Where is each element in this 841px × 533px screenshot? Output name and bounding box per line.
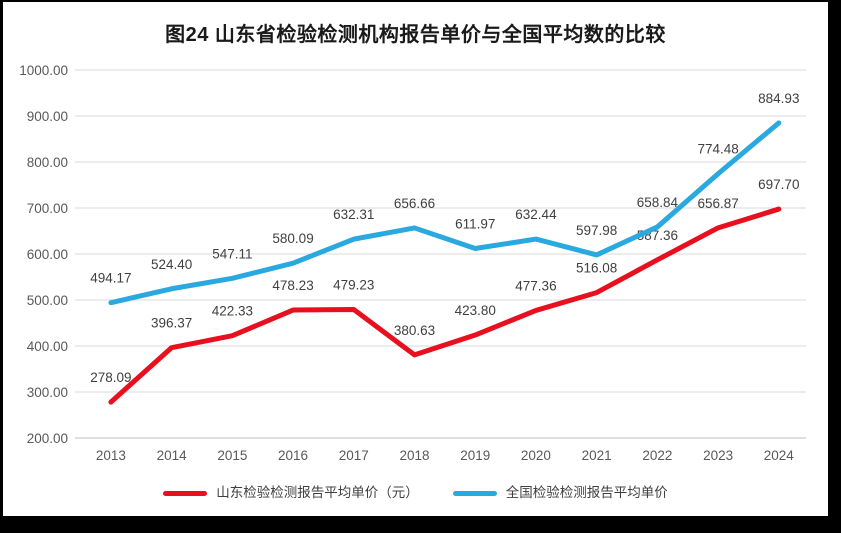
data-label: 494.17: [90, 271, 131, 286]
national-series-swatch: [452, 490, 497, 496]
legend-item-national: 全国检验检测报告平均单价: [452, 483, 668, 503]
x-axis-tick-label: 2013: [96, 448, 126, 463]
data-label: 477.36: [515, 278, 556, 293]
national-series-line: [108, 120, 782, 306]
y-axis-tick-label: 800.00: [27, 155, 68, 170]
x-axis-tick-label: 2016: [278, 448, 308, 463]
x-axis-tick-label: 2019: [460, 448, 490, 463]
data-label: 611.97: [455, 216, 495, 231]
data-label: 697.70: [758, 177, 799, 192]
data-label: 380.63: [394, 323, 435, 338]
shandong-series-line: [108, 206, 782, 405]
legend-item-shandong: 山东检验检测报告平均单价（元）: [163, 483, 419, 503]
data-label: 632.31: [333, 207, 374, 222]
data-label: 597.98: [576, 223, 617, 238]
data-label: 516.08: [576, 261, 617, 276]
data-label: 774.48: [697, 142, 738, 157]
x-axis-tick-label: 2020: [521, 448, 551, 463]
data-label: 580.09: [272, 231, 313, 246]
data-label: 423.80: [455, 303, 496, 318]
y-axis-tick-label: 700.00: [27, 201, 68, 216]
y-axis-tick-label: 600.00: [27, 247, 68, 262]
x-axis-tick-label: 2023: [703, 448, 733, 463]
data-label: 656.66: [394, 196, 435, 211]
y-axis-tick-label: 400.00: [27, 339, 68, 354]
x-axis-tick-label: 2022: [642, 448, 672, 463]
data-label: 884.93: [758, 91, 799, 106]
y-axis-tick-label: 500.00: [27, 293, 68, 308]
data-label: 396.37: [151, 316, 192, 331]
x-axis-tick-label: 2021: [582, 448, 612, 463]
x-axis-tick-label: 2017: [339, 448, 369, 463]
legend-label-shandong: 山东检验检测报告平均单价（元）: [216, 485, 419, 500]
x-axis-tick-label: 2015: [217, 448, 247, 463]
data-label: 478.23: [272, 278, 313, 293]
y-axis-tick-label: 200.00: [27, 431, 68, 446]
data-label: 658.84: [637, 195, 679, 210]
legend: 山东检验检测报告平均单价（元） 全国检验检测报告平均单价: [3, 483, 828, 503]
y-axis-tick-label: 900.00: [27, 109, 68, 124]
y-axis-tick-label: 1000.00: [19, 63, 68, 78]
data-label: 524.40: [151, 257, 192, 272]
data-label: 547.11: [212, 246, 252, 261]
chart-title: 图24 山东省检验检测机构报告单价与全国平均数的比较: [165, 24, 666, 46]
data-label: 479.23: [333, 278, 374, 293]
legend-label-national: 全国检验检测报告平均单价: [505, 485, 668, 500]
shandong-series-swatch: [163, 490, 208, 496]
y-axis-tick-label: 300.00: [27, 385, 68, 400]
data-label: 422.33: [212, 304, 253, 319]
x-axis-tick-label: 2014: [157, 448, 188, 463]
data-label: 278.09: [90, 370, 131, 385]
x-axis-tick-label: 2018: [399, 448, 429, 463]
line-chart-plot-area: 1000.00 900.00 800.00 700.00 600.00 500.00 400…: [19, 63, 806, 463]
data-label: 632.44: [515, 207, 557, 222]
data-label: 656.87: [697, 196, 738, 211]
x-axis-tick-label: 2024: [764, 448, 795, 463]
